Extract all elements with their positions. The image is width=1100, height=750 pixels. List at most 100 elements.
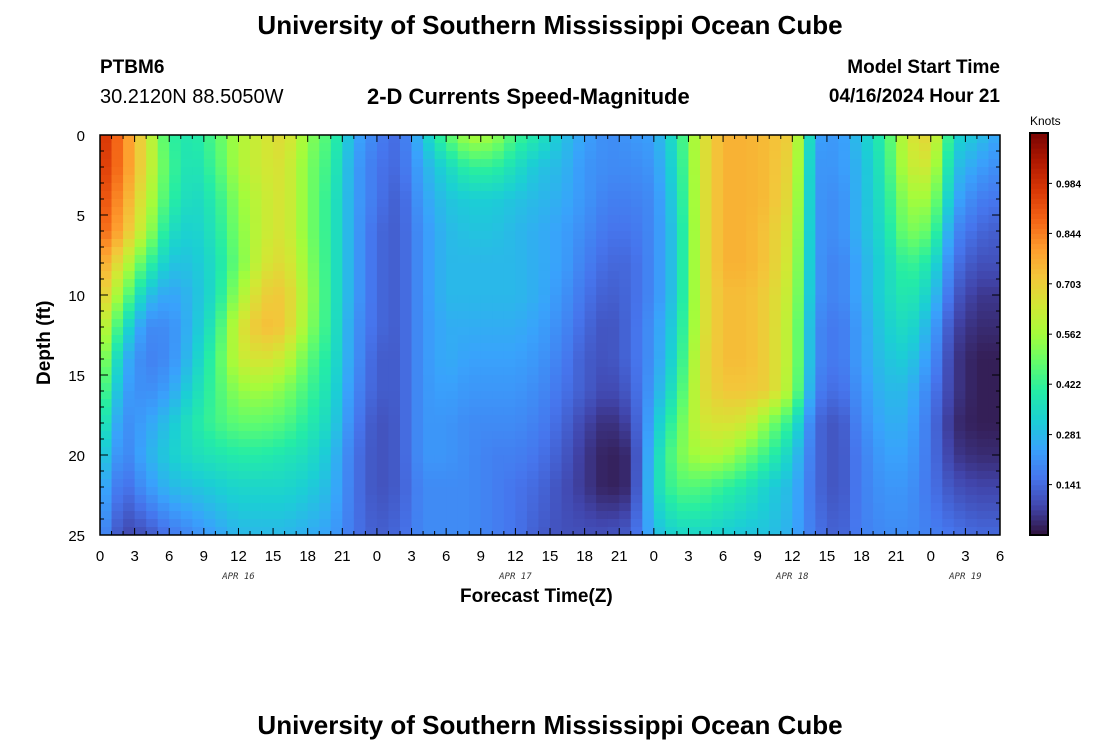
heatmap-cell — [169, 255, 182, 264]
heatmap-cell — [596, 287, 609, 296]
heatmap-cell — [688, 511, 701, 520]
heatmap-cell — [584, 335, 597, 344]
heatmap-cell — [919, 511, 932, 520]
heatmap-cell — [676, 295, 689, 304]
heatmap-cell — [238, 519, 251, 528]
heatmap-cell — [769, 327, 782, 336]
heatmap-cell — [226, 439, 239, 448]
page-title: University of Southern Mississippi Ocean… — [257, 10, 843, 40]
heatmap-cell — [423, 263, 436, 272]
heatmap-cell — [411, 351, 424, 360]
heatmap-cell — [446, 399, 459, 408]
heatmap-cell — [296, 503, 309, 512]
heatmap-cell — [653, 463, 666, 472]
heatmap-cell — [342, 247, 355, 256]
heatmap-cell — [861, 231, 874, 240]
heatmap-cell — [780, 215, 793, 224]
heatmap-cell — [919, 407, 932, 416]
heatmap-cell — [330, 207, 343, 216]
heatmap-cell — [203, 391, 216, 400]
heatmap-cell — [896, 247, 909, 256]
heatmap-cell — [353, 263, 366, 272]
heatmap-cell — [607, 191, 620, 200]
heatmap-cell — [665, 239, 678, 248]
heatmap-cell — [757, 343, 770, 352]
heatmap-cell — [169, 199, 182, 208]
day-label: APR 19 — [948, 572, 982, 582]
heatmap-cell — [550, 215, 562, 224]
heatmap-cell — [884, 287, 897, 296]
heatmap-cell — [400, 327, 412, 336]
heatmap-cell — [792, 199, 805, 208]
heatmap-cell — [100, 503, 112, 512]
heatmap-cell — [619, 415, 632, 424]
heatmap-cell — [688, 407, 701, 416]
heatmap-cell — [480, 175, 493, 184]
heatmap-cell — [388, 231, 401, 240]
heatmap-cell — [850, 311, 862, 320]
heatmap-cell — [469, 183, 482, 192]
heatmap-cell — [250, 175, 262, 184]
heatmap-cell — [388, 431, 401, 440]
heatmap-cell — [376, 295, 389, 304]
heatmap-cell — [769, 447, 782, 456]
heatmap-cell — [676, 463, 689, 472]
heatmap-cell — [746, 343, 759, 352]
heatmap-cell — [642, 239, 655, 248]
heatmap-cell — [526, 455, 539, 464]
colorbar — [1029, 132, 1049, 536]
heatmap-cell — [503, 223, 516, 232]
heatmap-cell — [919, 191, 932, 200]
heatmap-cell — [550, 271, 562, 280]
heatmap-cell — [953, 479, 966, 488]
heatmap-cell — [353, 391, 366, 400]
heatmap-cell — [515, 479, 528, 488]
heatmap-cell — [746, 135, 759, 144]
heatmap-cell — [573, 343, 586, 352]
heatmap-cell — [261, 359, 274, 368]
heatmap-cell — [676, 135, 689, 144]
heatmap-cell — [146, 231, 159, 240]
heatmap-cell — [665, 295, 678, 304]
heatmap-cell — [146, 439, 159, 448]
heatmap-cell — [930, 431, 943, 440]
heatmap-cell — [953, 303, 966, 312]
heatmap-cell — [942, 367, 955, 376]
heatmap-cell — [261, 215, 274, 224]
heatmap-cell — [838, 439, 851, 448]
heatmap-cell — [619, 439, 632, 448]
heatmap-cell — [780, 447, 793, 456]
heatmap-cell — [538, 399, 551, 408]
heatmap-cell — [411, 135, 424, 144]
heatmap-cell — [134, 271, 147, 280]
heatmap-cell — [457, 503, 470, 512]
heatmap-cell — [676, 271, 689, 280]
heatmap-cell — [757, 359, 770, 368]
heatmap-cell — [134, 423, 147, 432]
heatmap-cell — [965, 191, 978, 200]
heatmap-cell — [134, 335, 147, 344]
heatmap-cell — [538, 239, 551, 248]
heatmap-cell — [157, 335, 170, 344]
heatmap-cell — [365, 415, 378, 424]
heatmap-cell — [550, 199, 562, 208]
heatmap-cell — [850, 391, 862, 400]
heatmap-cell — [169, 455, 182, 464]
heatmap-cell — [480, 447, 493, 456]
heatmap-cell — [907, 231, 920, 240]
heatmap-cell — [873, 167, 886, 176]
heatmap-cell — [342, 151, 355, 160]
heatmap-cell — [203, 423, 216, 432]
heatmap-cell — [330, 311, 343, 320]
heatmap-cell — [930, 255, 943, 264]
heatmap-cell — [792, 375, 805, 384]
heatmap-cell — [676, 247, 689, 256]
heatmap-cell — [780, 487, 793, 496]
heatmap-cell — [619, 391, 632, 400]
heatmap-cell — [769, 135, 782, 144]
heatmap-cell — [250, 327, 262, 336]
heatmap-cell — [469, 375, 482, 384]
heatmap-cell — [330, 503, 343, 512]
heatmap-cell — [261, 231, 274, 240]
heatmap-cell — [134, 143, 147, 152]
